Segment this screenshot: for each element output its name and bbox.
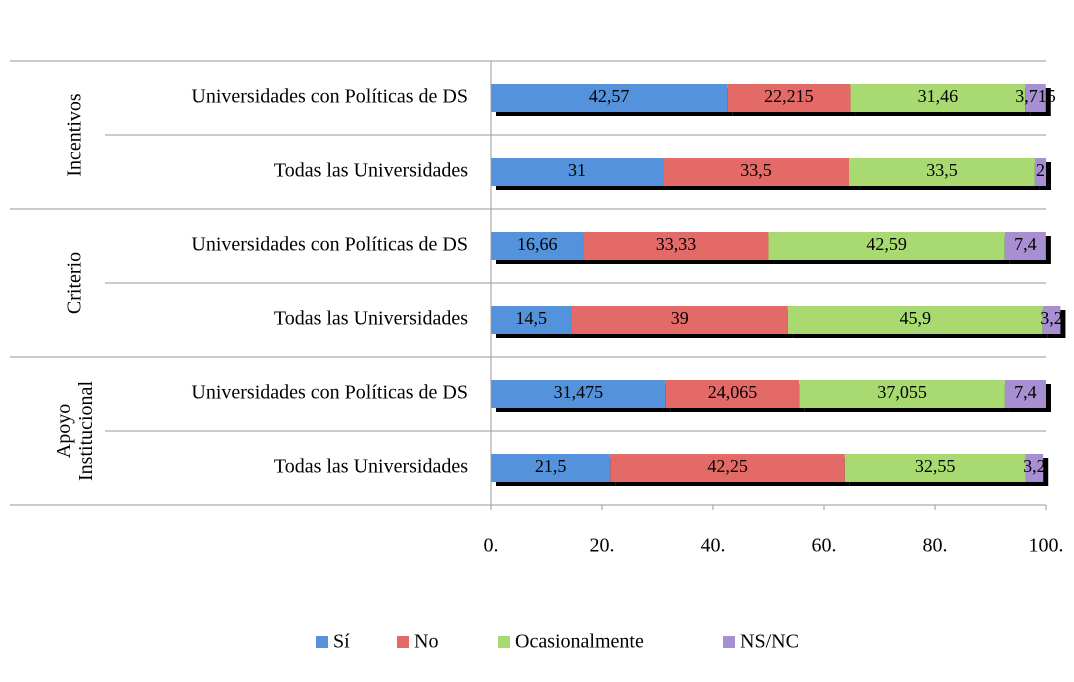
data-label: 33,33: [656, 234, 697, 254]
group-label: Criterio: [64, 252, 86, 314]
bar-segment: [1004, 380, 1046, 408]
bar-segment: [491, 158, 664, 186]
bar-segment: [1004, 232, 1046, 260]
bar-segment: [799, 380, 1005, 408]
category-label: Todas las Universidades: [274, 160, 468, 182]
data-label: 3,2: [1023, 456, 1046, 476]
data-label: 7,4: [1014, 234, 1037, 254]
bar-segment: [850, 84, 1026, 112]
data-label: 45,9: [900, 308, 932, 328]
data-label: 42,25: [707, 456, 748, 476]
bar-segment: [571, 306, 788, 334]
x-tick-label: 60.: [812, 535, 837, 557]
bar-segment: [610, 454, 845, 482]
bar-segment: [1025, 84, 1046, 112]
data-label: 37,055: [877, 382, 927, 402]
category-label: Universidades con Políticas de DS: [191, 234, 468, 256]
bar-segment: [491, 454, 611, 482]
data-label: 31,475: [554, 382, 604, 402]
x-tick-label: 40.: [701, 535, 726, 557]
data-label: 3,2: [1040, 308, 1063, 328]
category-label: Universidades con Políticas de DS: [191, 86, 468, 108]
legend-label: Sí: [333, 631, 350, 653]
data-label: 7,4: [1014, 382, 1037, 402]
x-tick-label: 0.: [484, 535, 499, 557]
data-label: 33,5: [926, 160, 958, 180]
x-tick-label: 80.: [923, 535, 948, 557]
bar-segment: [768, 232, 1005, 260]
data-label: 14,5: [515, 308, 547, 328]
group-label: Incentivos: [64, 93, 86, 177]
data-label: 42,59: [866, 234, 907, 254]
bar-segment: [787, 306, 1043, 334]
legend-label: No: [414, 631, 438, 653]
x-tick-label: 100.: [1029, 535, 1064, 557]
bar-segment: [1034, 158, 1046, 186]
category-label: Universidades con Políticas de DS: [191, 382, 468, 404]
legend-swatch: [723, 636, 735, 648]
data-label: 32,55: [915, 456, 956, 476]
legend-label: Ocasionalmente: [515, 631, 644, 653]
bar-segment: [663, 158, 849, 186]
legend-label: NS/NC: [740, 631, 799, 653]
group-label: ApoyoInstitucional: [53, 381, 97, 481]
legend-swatch: [498, 636, 510, 648]
category-label: Todas las Universidades: [274, 308, 468, 330]
bar-segment: [727, 84, 851, 112]
bar-segment: [1042, 306, 1061, 334]
legend-swatch: [316, 636, 328, 648]
data-label: 2: [1036, 160, 1045, 180]
bar-segment: [491, 232, 584, 260]
x-tick-label: 20.: [590, 535, 615, 557]
bar-segment: [491, 380, 666, 408]
bar-segment: [1025, 454, 1044, 482]
bar-segment: [491, 84, 728, 112]
bar-segment: [848, 158, 1035, 186]
data-label: 31: [568, 160, 586, 180]
data-label: 42,57: [589, 86, 630, 106]
data-label: 31,46: [918, 86, 959, 106]
data-label: 22,215: [764, 86, 814, 106]
data-label: 39: [671, 308, 689, 328]
bar-segment: [844, 454, 1026, 482]
category-label: Todas las Universidades: [274, 456, 468, 478]
data-label: 3,715: [1015, 86, 1056, 106]
legend-swatch: [397, 636, 409, 648]
data-label: 16,66: [517, 234, 558, 254]
bar-segment: [583, 232, 769, 260]
data-label: 33,5: [740, 160, 772, 180]
data-label: 24,065: [708, 382, 758, 402]
data-label: 21,5: [535, 456, 567, 476]
bar-segment: [491, 306, 572, 334]
bar-segment: [665, 380, 800, 408]
